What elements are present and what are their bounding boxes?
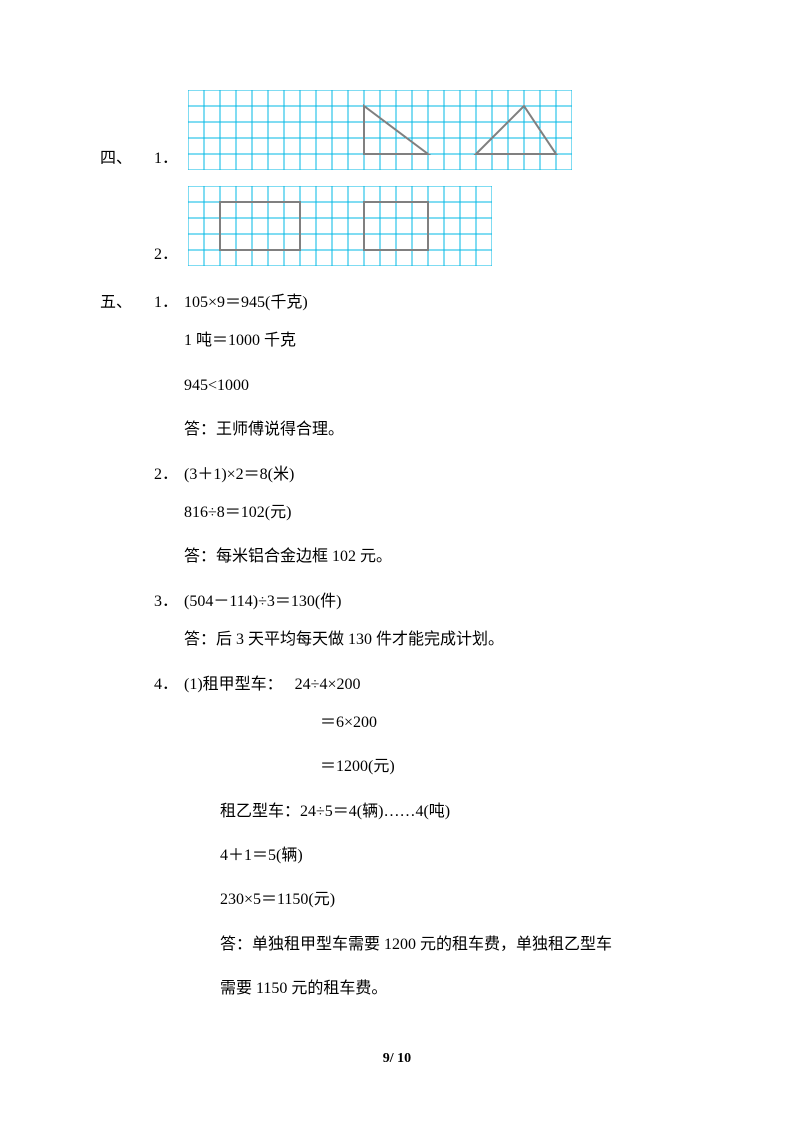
- q3-line1: (504－114)÷3＝130(件): [184, 587, 342, 617]
- section-5-q1: 五、 1． 105×9＝945(千克): [100, 288, 694, 318]
- q4-line5: 4＋1＝5(辆): [220, 841, 694, 871]
- item-5-4-label: 4．: [148, 670, 178, 700]
- item-4-1-label: 1．: [148, 144, 178, 174]
- item-5-3-label: 3．: [148, 587, 178, 617]
- q1-line4: 答：王师傅说得合理。: [184, 415, 694, 445]
- q4-line2: ＝6×200: [320, 708, 694, 738]
- item-4-2-label: 2．: [148, 240, 178, 270]
- q4-line8: 需要 1150 元的租车费。: [220, 974, 694, 1004]
- grid-figure-1: [188, 90, 572, 170]
- q2-line1: (3＋1)×2＝8(米): [184, 460, 294, 490]
- q4-line1: (1)租甲型车： 24÷4×200: [184, 670, 360, 700]
- section-5-q2: 2． (3＋1)×2＝8(米): [100, 460, 694, 490]
- q4-line4: 租乙型车：24÷5＝4(辆)……4(吨): [220, 797, 694, 827]
- item-5-1-label: 1．: [148, 288, 178, 318]
- section-5-q3: 3． (504－114)÷3＝130(件): [100, 587, 694, 617]
- section-5-label: 五、: [100, 288, 148, 318]
- q4-line7: 答：单独租甲型车需要 1200 元的租车费，单独租乙型车: [220, 930, 694, 960]
- q1-line2: 1 吨＝1000 千克: [184, 326, 694, 356]
- q1-line1: 105×9＝945(千克): [184, 288, 308, 318]
- q1-line3: 945<1000: [184, 371, 694, 401]
- q3-line2: 答：后 3 天平均每天做 130 件才能完成计划。: [184, 625, 694, 655]
- q4-line3: ＝1200(元): [320, 752, 694, 782]
- grid-figure-2: [188, 186, 492, 266]
- q4-line6: 230×5＝1150(元): [220, 885, 694, 915]
- q2-line2: 816÷8＝102(元): [184, 498, 694, 528]
- section-4-label: 四、: [100, 144, 148, 174]
- q2-line3: 答：每米铝合金边框 102 元。: [184, 542, 694, 572]
- section-4-item-2: 2．: [100, 186, 694, 270]
- section-4-item-1: 四、 1．: [100, 90, 694, 174]
- item-5-2-label: 2．: [148, 460, 178, 490]
- section-5-q4: 4． (1)租甲型车： 24÷4×200: [100, 670, 694, 700]
- page-number: 9/ 10: [0, 1046, 794, 1073]
